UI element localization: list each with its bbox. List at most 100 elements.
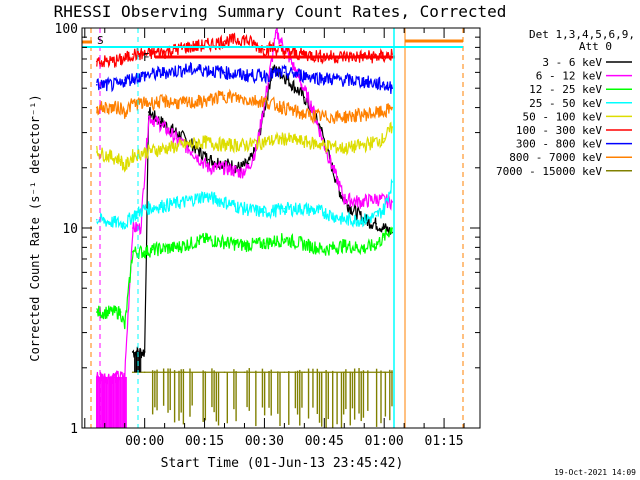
series-point xyxy=(175,246,178,249)
series-point xyxy=(287,79,290,81)
series-point xyxy=(243,38,246,40)
x-tick-label: 00:30 xyxy=(245,434,284,449)
series-point xyxy=(283,51,286,53)
series-point xyxy=(143,207,146,210)
series-point xyxy=(263,242,266,244)
series-line xyxy=(96,226,393,330)
series-point xyxy=(143,74,146,77)
series-point xyxy=(223,201,226,203)
series-point xyxy=(391,181,393,183)
series-point xyxy=(391,87,393,90)
series-point xyxy=(359,201,362,203)
series-point xyxy=(343,244,346,247)
series-point xyxy=(191,151,194,153)
series-point xyxy=(183,68,186,71)
series-point xyxy=(311,106,314,109)
series-point xyxy=(243,144,246,146)
series-point xyxy=(159,120,162,123)
series-point xyxy=(323,248,326,251)
series-point xyxy=(323,371,326,374)
series-point xyxy=(95,83,98,86)
series-point xyxy=(123,326,126,328)
series-point xyxy=(131,215,134,217)
series-point xyxy=(383,137,385,140)
series-point xyxy=(143,371,146,374)
series-point xyxy=(203,194,206,197)
series-line xyxy=(96,32,393,69)
axes: 100 10 1 00:00 00:15 00:30 00:45 01:00 01:15 xyxy=(55,22,481,449)
series-point xyxy=(383,227,385,229)
series-point xyxy=(183,102,186,105)
series-point xyxy=(363,80,366,83)
series-point xyxy=(303,113,306,116)
series-point xyxy=(343,218,346,221)
series-point xyxy=(119,83,122,86)
series-point xyxy=(223,166,226,169)
y-axis-label: Corrected Count Rate (s⁻¹ detector⁻¹) xyxy=(28,94,42,361)
series-point xyxy=(119,106,122,109)
series-point xyxy=(335,176,338,178)
series-point xyxy=(375,197,378,200)
series-point xyxy=(131,102,134,105)
series-point xyxy=(323,144,326,146)
series-point xyxy=(303,243,306,245)
series-point xyxy=(383,83,385,86)
legend-label: 800 - 7000 keV xyxy=(509,151,602,164)
series-point xyxy=(95,311,98,313)
series-point xyxy=(223,144,226,146)
series-point xyxy=(147,115,150,118)
series-point xyxy=(203,68,206,71)
legend-label: 3 - 6 keV xyxy=(542,56,602,69)
series-point xyxy=(363,144,366,146)
series-point xyxy=(151,248,154,251)
series-point xyxy=(223,371,226,374)
series-point xyxy=(323,211,326,213)
series-point xyxy=(247,162,250,165)
series-point xyxy=(143,351,146,353)
series-7 xyxy=(95,88,393,125)
series-point xyxy=(391,227,393,229)
series-point xyxy=(207,158,210,161)
series-line xyxy=(132,64,393,359)
series-6 xyxy=(95,61,393,94)
series-point xyxy=(263,140,266,143)
legend-label: 25 - 50 keV xyxy=(529,97,602,110)
series-point xyxy=(131,351,134,353)
series-point xyxy=(123,222,126,225)
series-point xyxy=(303,74,306,77)
series-point xyxy=(243,371,246,374)
series-point xyxy=(243,207,246,210)
series-point xyxy=(243,74,246,77)
series-point xyxy=(143,53,146,55)
series-point xyxy=(347,204,350,207)
series-line xyxy=(96,88,393,125)
series-point xyxy=(203,140,206,143)
series-4 xyxy=(95,121,393,173)
series-point xyxy=(183,371,186,374)
series-point xyxy=(363,113,366,116)
series-point xyxy=(143,102,146,105)
series-point xyxy=(343,147,346,150)
legend-header-1: Det 1,3,4,5,6,9, xyxy=(529,28,635,41)
series-point xyxy=(143,151,146,153)
series-point xyxy=(283,71,286,74)
olive-spikes xyxy=(151,368,393,428)
series-point xyxy=(383,111,385,113)
series-point xyxy=(343,79,346,81)
series-2 xyxy=(95,226,393,330)
y-tick-label: 100 xyxy=(55,22,78,37)
x-tick-label: 01:00 xyxy=(365,434,404,449)
series-point xyxy=(283,371,286,374)
series-point xyxy=(383,207,385,210)
series-point xyxy=(263,211,266,213)
series-point xyxy=(303,96,306,99)
series-point xyxy=(123,79,126,81)
magenta-block xyxy=(96,376,127,428)
series-point xyxy=(263,48,266,51)
series-point xyxy=(143,251,146,253)
series-point xyxy=(243,98,246,101)
series-point xyxy=(223,94,226,97)
series-point xyxy=(283,106,286,109)
